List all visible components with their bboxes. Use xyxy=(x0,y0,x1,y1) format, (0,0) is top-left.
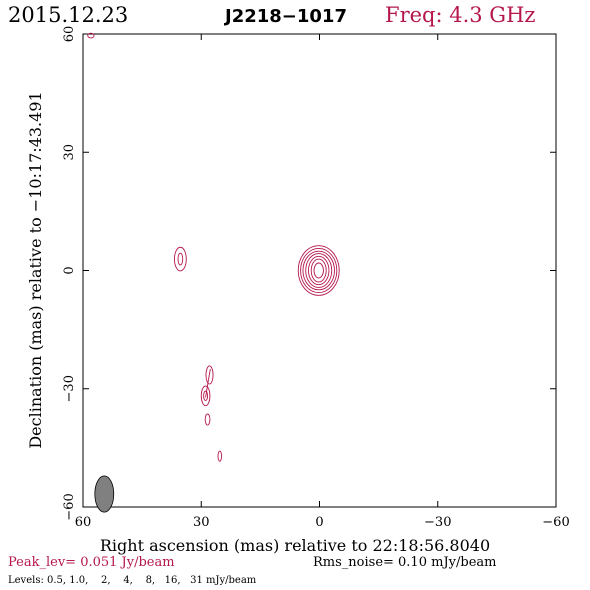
y-axis-title: Declination (mas) relative to −10:17:43.… xyxy=(26,91,45,448)
y-tick-label-0: −60 xyxy=(62,493,77,520)
component-4-contour-0 xyxy=(217,450,222,462)
x-axis-title: Right ascension (mas) relative to 22:18:… xyxy=(100,536,490,555)
contour-layer xyxy=(87,32,340,462)
x-tick-label-3: −30 xyxy=(424,515,451,530)
x-axis-ticks: 60 30 0 −30 −60 xyxy=(75,34,570,530)
x-tick-label-1: 30 xyxy=(193,515,210,530)
peak-level: Peak_lev= 0.051 Jy/beam xyxy=(8,555,175,570)
component-0-contour-1 xyxy=(177,252,184,266)
y-tick-label-3: 30 xyxy=(62,144,77,161)
contour-levels: Levels: 0.5, 1.0, 2, 4, 8, 16, 31 mJy/be… xyxy=(8,575,257,586)
component-5-contour-0 xyxy=(87,32,95,39)
source-name: J2218−1017 xyxy=(223,6,347,27)
y-tick-label-1: −30 xyxy=(62,375,77,402)
core-contour-3 xyxy=(305,253,333,288)
component-3-contour-0 xyxy=(204,413,211,426)
core-contour-1 xyxy=(300,247,338,294)
plot-frame xyxy=(82,33,557,508)
x-tick-label-4: −60 xyxy=(542,515,569,530)
y-tick-label-2: 0 xyxy=(62,266,77,274)
x-tick-label-2: 0 xyxy=(315,515,323,530)
core-contour-0 xyxy=(297,245,340,296)
y-tick-label-4: 60 xyxy=(62,26,77,43)
core-contour-5 xyxy=(310,258,327,283)
jet-contour xyxy=(205,368,211,398)
component-1-contour-0 xyxy=(200,385,211,407)
core-contour-6 xyxy=(313,262,324,279)
rms-noise: Rms_noise= 0.10 mJy/beam xyxy=(313,555,496,570)
frequency-label: Freq: 4.3 GHz xyxy=(385,3,535,27)
component-2-contour-0 xyxy=(205,365,214,385)
x-tick-label-0: 60 xyxy=(75,515,92,530)
component-1-contour-1 xyxy=(203,390,209,402)
restoring-beam xyxy=(94,475,115,513)
core-contour-2 xyxy=(302,250,335,291)
component-0-contour-0 xyxy=(173,246,187,272)
core-contour-4 xyxy=(308,255,330,286)
y-axis-ticks: −60 −30 0 30 60 xyxy=(62,26,556,521)
observation-date: 2015.12.23 xyxy=(8,3,128,27)
beam-layer xyxy=(94,475,115,513)
plot-area: 60 30 0 −30 −60 −60 −30 0 30 60 xyxy=(62,26,570,530)
